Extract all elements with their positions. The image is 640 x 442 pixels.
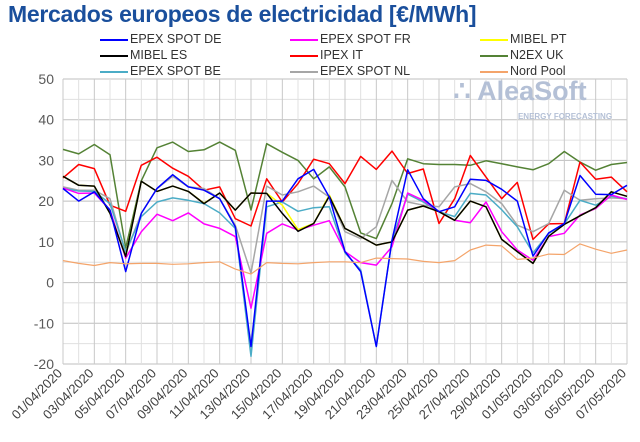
legend-label: N2EX UK	[510, 48, 564, 62]
y-tick-label: -20	[34, 356, 54, 372]
series-line-epex-spot-de	[62, 168, 628, 348]
legend-swatch	[100, 70, 128, 73]
legend-item: Nord Pool	[480, 64, 566, 79]
legend-label: IPEX IT	[320, 48, 364, 62]
legend-item: MIBEL ES	[100, 48, 187, 63]
legend-label: EPEX SPOT BE	[130, 64, 221, 78]
legend-swatch	[100, 54, 128, 57]
legend-swatch	[290, 54, 318, 57]
y-tick-label: 20	[38, 193, 54, 209]
legend-item: EPEX SPOT BE	[100, 64, 221, 79]
y-tick-label: 0	[46, 275, 54, 291]
legend-label: MIBEL PT	[510, 32, 567, 46]
y-tick-label: 50	[38, 71, 54, 87]
legend-swatch	[100, 38, 128, 41]
legend-label: MIBEL ES	[130, 48, 188, 62]
legend-item: EPEX SPOT DE	[100, 32, 221, 47]
aleasoft-tagline: ENERGY FORECASTING	[518, 112, 612, 121]
series-line-mibel-es	[62, 175, 628, 265]
series-line-nord-pool	[62, 243, 628, 275]
legend-label: EPEX SPOT NL	[320, 64, 411, 78]
legend-swatch	[290, 70, 318, 73]
legend-swatch	[480, 70, 508, 73]
legend-item: MIBEL PT	[480, 32, 567, 47]
legend-item: N2EX UK	[480, 48, 564, 63]
legend-label: Nord Pool	[510, 64, 566, 78]
series-line-n2ex-uk	[62, 141, 628, 249]
chart-title: Mercados europeos de electricidad [€/MWh…	[8, 1, 477, 27]
legend-swatch	[480, 38, 508, 41]
y-tick-label: 30	[38, 152, 54, 168]
y-tick-label: 10	[38, 234, 54, 250]
aleasoft-logo: ∴ AleaSoft	[453, 76, 586, 106]
legend-item: EPEX SPOT NL	[290, 64, 410, 79]
legend-label: EPEX SPOT FR	[320, 32, 411, 46]
legend-item: IPEX IT	[290, 48, 363, 63]
y-tick-label: 40	[38, 112, 54, 128]
y-tick-label: -10	[34, 315, 54, 331]
legend-label: EPEX SPOT DE	[130, 32, 222, 46]
series-line-ipex-it	[62, 150, 628, 241]
legend-swatch	[480, 54, 508, 57]
legend-swatch	[290, 38, 318, 41]
legend-item: EPEX SPOT FR	[290, 32, 411, 47]
